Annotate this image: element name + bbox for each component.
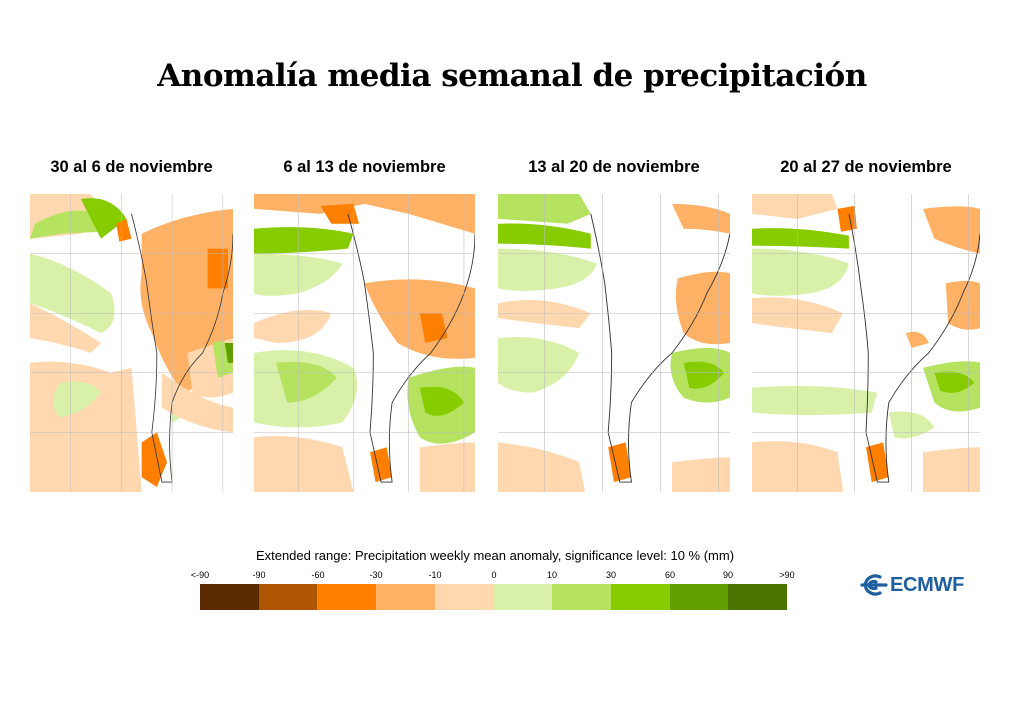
legend-tick-label: -90 [252,570,266,580]
legend-swatch [200,584,259,610]
map-panel-week-2 [254,194,475,492]
legend-swatch [317,584,377,610]
legend-tick-label: 30 [605,570,617,580]
panel-label-week-3: 13 al 20 de noviembre [528,158,700,176]
map-panel-week-1 [30,194,233,492]
panel-label-week-4: 20 al 27 de noviembre [780,158,952,176]
legend-tick-label: 90 [722,570,734,580]
map-week-2-svg [254,194,475,492]
legend-swatch [258,584,318,610]
ecmwf-logo-text: ECMWF [890,573,965,596]
panel-label-week-2: 6 al 13 de noviembre [283,158,446,176]
map-week-1-svg [30,194,233,492]
ecmwf-logo: ECMWF [858,572,964,598]
legend-tick-label: -10 [428,570,442,580]
legend-swatch [552,584,611,610]
legend-title: Extended range: Precipitation weekly mea… [255,548,735,563]
legend-swatch [434,584,494,610]
legend-swatch [376,584,435,610]
legend-tick-label: 60 [664,570,676,580]
map-week-3-svg [498,194,730,492]
page-title: Anomalía media semanal de precipitación [157,58,867,94]
map-panel-week-4 [752,194,980,492]
legend-swatch [728,584,788,610]
legend-swatch [493,584,553,610]
legend-tick-label: 10 [546,570,558,580]
legend-color-bar [200,584,788,610]
legend-swatch [610,584,670,610]
map-panel-week-3 [498,194,730,492]
ecmwf-logo-icon [860,574,888,596]
map-week-4-svg [752,194,980,492]
legend-tick-label: 0 [491,570,497,580]
legend-swatch [669,584,729,610]
legend-tick-label: >90 [779,570,795,580]
legend-tick-label: -60 [311,570,325,580]
legend-tick-label: -30 [369,570,383,580]
panel-label-week-1: 30 al 6 de noviembre [50,158,213,176]
legend-tick-label: <-90 [190,570,210,580]
